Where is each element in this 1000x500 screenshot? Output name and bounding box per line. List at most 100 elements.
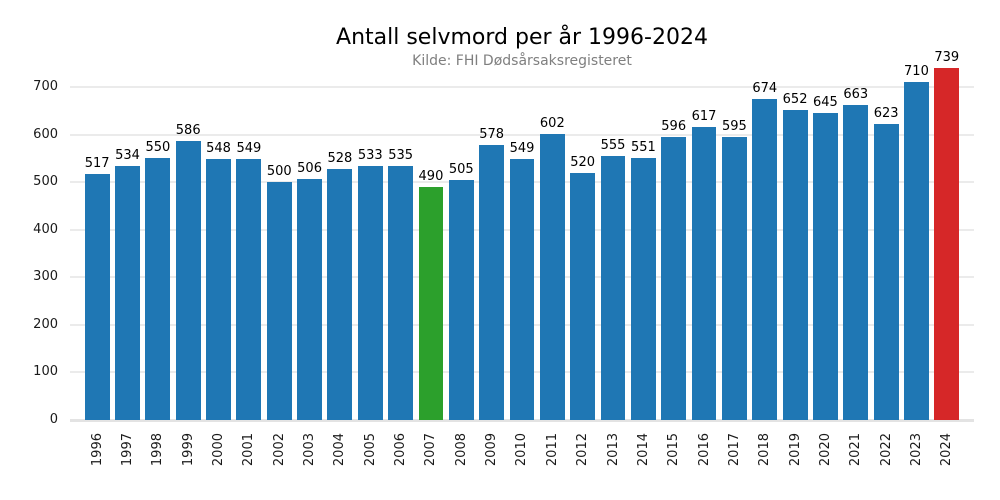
bar-slot: 595	[719, 64, 749, 420]
x-tick-label: 2003	[302, 433, 318, 467]
x-tick-slot: 1997	[112, 433, 142, 466]
x-tick-label: 2001	[241, 433, 257, 467]
x-tick-label: 2006	[393, 433, 409, 467]
bar-slot: 490	[416, 64, 446, 420]
bar-value-label: 739	[934, 50, 960, 66]
x-tick-label: 2002	[271, 433, 287, 467]
x-tick-slot: 2012	[568, 433, 598, 466]
bar-2007	[418, 186, 444, 420]
x-tick-slot: 2022	[871, 433, 901, 466]
bar-value-label: 710	[904, 64, 929, 80]
x-tick-label: 2007	[423, 433, 439, 467]
bar-2003	[297, 179, 323, 420]
bar-2023	[904, 82, 929, 420]
bar-2012	[570, 172, 596, 420]
bar-value-label: 578	[479, 127, 505, 142]
bar-2015	[661, 136, 687, 420]
bar-1996	[84, 174, 110, 420]
bar-slot: 505	[446, 64, 476, 420]
bar-2018	[752, 99, 778, 420]
x-tick-label: 1996	[89, 433, 105, 467]
bar-slot: 551	[628, 64, 658, 420]
x-tick-label: 2017	[726, 433, 742, 467]
x-tick-slot: 2011	[537, 433, 567, 466]
x-tick-label: 2024	[939, 433, 955, 467]
bar-2001	[236, 158, 262, 420]
x-axis-baseline	[70, 419, 974, 422]
x-tick-slot: 2003	[294, 433, 324, 466]
bar-slot: 710	[901, 64, 931, 420]
bar-2020	[812, 113, 838, 420]
bar-slot: 739	[932, 50, 962, 420]
bar-slot: 500	[264, 64, 294, 420]
bar-slot: 550	[143, 64, 173, 420]
bar-value-label: 586	[175, 123, 201, 139]
y-tick-label: 0	[49, 412, 58, 427]
bar-value-label: 517	[84, 156, 110, 172]
bar-2019	[782, 109, 808, 420]
bar-value-label: 663	[843, 86, 869, 102]
x-tick-label: 2023	[908, 433, 924, 467]
bar-value-label: 551	[630, 139, 656, 155]
x-tick-label: 2010	[514, 433, 530, 467]
x-tick-slot: 2001	[234, 433, 264, 466]
gridline	[70, 86, 974, 88]
bar-slot: 506	[294, 64, 324, 420]
x-tick-label: 2018	[757, 433, 773, 467]
bar-2014	[630, 157, 656, 420]
x-tick-label: 1997	[120, 433, 136, 467]
x-tick-label: 2015	[666, 433, 682, 467]
bar-slot: 602	[537, 64, 567, 420]
bar-value-label: 555	[600, 138, 626, 153]
bar-slot: 533	[355, 64, 385, 420]
bar-slot: 663	[841, 64, 871, 420]
x-tick-slot: 2002	[264, 433, 294, 466]
bar-2008	[448, 179, 474, 420]
x-tick-slot: 2018	[750, 433, 780, 466]
x-tick-label: 2020	[817, 433, 833, 467]
bar-2022	[873, 123, 899, 420]
x-tick-slot: 2016	[689, 433, 719, 466]
x-tick-slot: 2005	[355, 433, 385, 466]
bar-value-label: 506	[297, 161, 322, 177]
x-axis-tick-labels: 1996 1997 1998 1999 2000 2001 2002 2003 2004 2005…	[70, 433, 974, 466]
bar-value-label: 652	[782, 91, 808, 107]
x-tick-label: 2014	[635, 433, 651, 467]
x-tick-slot: 2020	[810, 433, 840, 466]
x-tick-label: 2004	[332, 433, 348, 467]
x-tick-slot: 2000	[203, 433, 233, 466]
bar-value-label: 674	[752, 81, 778, 97]
x-tick-slot: 1996	[82, 433, 112, 466]
bar-2013	[600, 156, 626, 420]
x-tick-label: 2000	[211, 433, 227, 467]
chart-title: Antall selvmord per år 1996-2024	[336, 25, 708, 50]
y-tick-label: 200	[33, 316, 58, 332]
x-tick-slot: 2015	[659, 433, 689, 466]
bar-slot: 596	[659, 64, 689, 420]
y-tick-label: 400	[33, 221, 58, 237]
plot-area: 517 534 550 586 548 549 500 506 528 533 535 490 505 5…	[70, 50, 974, 420]
x-tick-slot: 2004	[325, 433, 355, 466]
bar-2010	[509, 158, 535, 420]
bar-value-label: 596	[661, 118, 687, 134]
bar-value-label: 520	[570, 154, 596, 170]
y-tick-label: 100	[33, 364, 58, 380]
bar-2017	[721, 136, 747, 420]
bar-2021	[843, 104, 869, 420]
bar-value-label: 533	[357, 148, 383, 164]
bar-slot: 586	[173, 64, 203, 420]
bar-slot: 617	[689, 64, 719, 420]
bar-value-label: 535	[388, 147, 414, 163]
bar-1998	[145, 158, 171, 420]
bar-slot: 652	[780, 64, 810, 420]
bar-1999	[175, 141, 201, 420]
x-tick-slot: 1998	[143, 433, 173, 466]
bar-1997	[115, 166, 140, 420]
x-tick-slot: 2021	[841, 433, 871, 466]
x-tick-label: 2008	[453, 433, 469, 467]
bar-2005	[357, 166, 383, 420]
bar-slot: 555	[598, 64, 628, 420]
x-tick-label: 2012	[575, 433, 591, 467]
y-tick-label: 700	[33, 79, 58, 94]
